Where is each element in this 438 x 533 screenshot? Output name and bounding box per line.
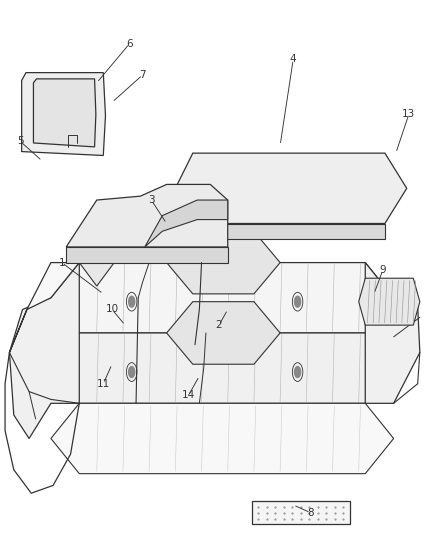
Polygon shape xyxy=(193,223,385,239)
Text: 13: 13 xyxy=(402,109,416,119)
Text: 14: 14 xyxy=(182,391,195,400)
Polygon shape xyxy=(51,263,394,333)
Polygon shape xyxy=(145,200,228,247)
Polygon shape xyxy=(79,239,114,286)
Polygon shape xyxy=(10,263,79,352)
Text: 6: 6 xyxy=(126,39,133,49)
Text: 4: 4 xyxy=(290,54,297,64)
Text: 9: 9 xyxy=(379,265,386,276)
Polygon shape xyxy=(33,79,96,147)
Polygon shape xyxy=(365,263,420,403)
Text: 7: 7 xyxy=(139,70,146,80)
Text: 11: 11 xyxy=(97,379,110,389)
Text: 10: 10 xyxy=(106,304,119,314)
Circle shape xyxy=(129,296,135,307)
Polygon shape xyxy=(359,278,420,325)
Polygon shape xyxy=(252,501,350,524)
Polygon shape xyxy=(51,333,394,403)
Polygon shape xyxy=(166,231,280,294)
Polygon shape xyxy=(66,184,228,247)
Circle shape xyxy=(129,367,135,377)
Polygon shape xyxy=(166,302,280,364)
Polygon shape xyxy=(10,263,79,439)
Circle shape xyxy=(294,296,300,307)
Text: 1: 1 xyxy=(59,257,65,268)
Polygon shape xyxy=(175,153,407,223)
Polygon shape xyxy=(66,247,228,263)
Text: 2: 2 xyxy=(215,320,223,330)
Text: 3: 3 xyxy=(148,195,155,205)
Text: 8: 8 xyxy=(307,508,314,518)
Circle shape xyxy=(294,367,300,377)
Polygon shape xyxy=(21,72,106,156)
Text: 5: 5 xyxy=(17,136,24,147)
Polygon shape xyxy=(51,403,394,474)
